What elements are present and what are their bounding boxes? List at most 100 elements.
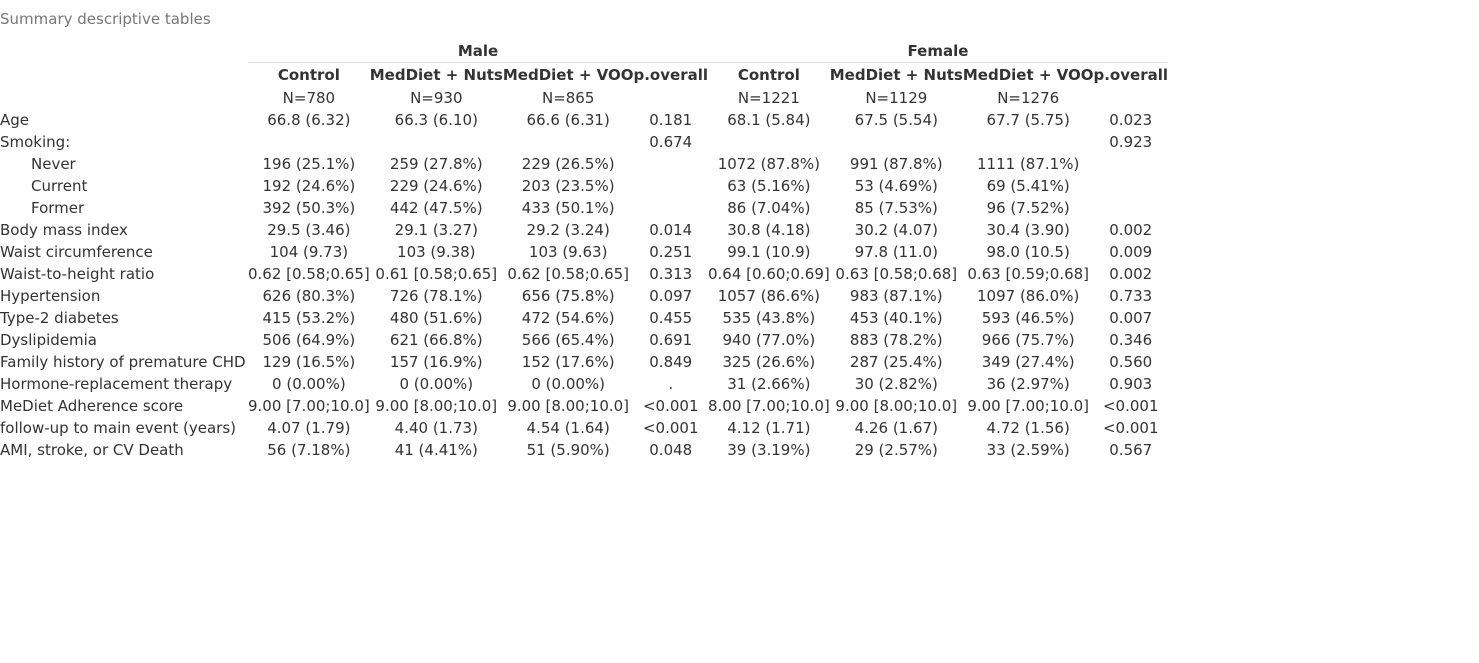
value-cell	[503, 131, 634, 153]
p-value-cell: 0.733	[1109, 287, 1153, 305]
value-cell: 453 (40.1%)	[849, 309, 943, 327]
value-cell: 99.1 (10.9)	[727, 243, 811, 261]
p-value-cell	[634, 197, 709, 219]
row-label: Current	[31, 177, 88, 195]
value-cell: 86 (7.04%)	[727, 199, 811, 217]
p-value-cell: <0.001	[642, 397, 699, 415]
value-cell: 4.40 (1.73)	[394, 419, 478, 437]
table-row: Family history of premature CHD 129 (16.5…	[0, 351, 1168, 373]
row-label: Never	[31, 155, 76, 173]
value-cell: 0.64 [0.60;0.69]	[708, 265, 830, 283]
value-cell: 56 (7.18%)	[267, 441, 351, 459]
value-cell	[370, 131, 503, 153]
p-value-cell: <0.001	[1102, 419, 1159, 437]
table-row: Waist circumference 104 (9.73) 103 (9.38) 1…	[0, 241, 1168, 263]
value-cell: 203 (23.5%)	[521, 177, 615, 195]
n-count-spacer	[0, 87, 248, 109]
value-cell: 0.62 [0.58;0.65]	[507, 265, 630, 283]
row-label: Smoking:	[0, 133, 71, 151]
value-cell: 4.12 (1.71)	[727, 419, 811, 437]
value-cell: 0.62 [0.58;0.65]	[248, 265, 370, 283]
value-cell: 98.0 (10.5)	[986, 243, 1070, 261]
value-cell: 4.26 (1.67)	[854, 419, 938, 437]
row-label: Family history of premature CHD	[0, 353, 246, 371]
value-cell: 0 (0.00%)	[272, 375, 346, 393]
row-label: Hormone-replacement therapy	[0, 375, 233, 393]
p-value-cell: 0.009	[1109, 243, 1153, 261]
value-cell: 0.63 [0.59;0.68]	[967, 265, 1090, 283]
p-value-cell	[1094, 197, 1169, 219]
value-cell: 152 (17.6%)	[521, 353, 615, 371]
col-header-male-nuts: MedDiet + Nuts	[369, 66, 503, 84]
value-cell: 63 (5.16%)	[727, 177, 811, 195]
value-cell: 1072 (87.8%)	[717, 155, 821, 173]
value-cell: 157 (16.9%)	[389, 353, 483, 371]
p-value-cell: 0.048	[649, 441, 693, 459]
p-value-cell: 0.251	[649, 243, 693, 261]
value-cell: 0 (0.00%)	[531, 375, 606, 393]
p-value-cell: <0.001	[1102, 397, 1159, 415]
p-value-cell: 0.007	[1109, 309, 1153, 327]
value-cell	[830, 131, 963, 153]
value-cell: 940 (77.0%)	[722, 331, 816, 349]
value-cell: 97.8 (11.0)	[854, 243, 938, 261]
table-row: Never 196 (25.1%) 259 (27.8%) 229 (26.5%) 10…	[0, 153, 1168, 175]
value-cell: 31 (2.66%)	[727, 375, 811, 393]
p-value-cell: 0.455	[649, 309, 693, 327]
n-count-female-control: N=1221	[737, 89, 800, 107]
p-value-cell: 0.002	[1109, 265, 1153, 283]
value-cell: 1057 (86.6%)	[717, 287, 821, 305]
value-cell: 966 (75.7%)	[981, 331, 1075, 349]
row-label: Dyslipidemia	[0, 331, 97, 349]
table-row: follow-up to main event (years) 4.07 (1.7…	[0, 417, 1168, 439]
value-cell: 472 (54.6%)	[521, 309, 615, 327]
table-row: MeDiet Adherence score 9.00 [7.00;10.0] 9.…	[0, 395, 1168, 417]
row-label: Hypertension	[0, 287, 101, 305]
value-cell: 66.6 (6.31)	[526, 111, 610, 129]
value-cell: 9.00 [8.00;10.0]	[375, 397, 498, 415]
n-count-male-nuts: N=930	[410, 89, 463, 107]
table-row: Age 66.8 (6.32) 66.3 (6.10) 66.6 (6.31) 0.18…	[0, 109, 1168, 131]
group-header-row: Male Female	[0, 40, 1168, 63]
row-label: follow-up to main event (years)	[0, 419, 236, 437]
p-value-cell: 0.014	[649, 221, 693, 239]
value-cell: 8.00 [7.00;10.0]	[708, 397, 830, 415]
p-value-cell: 0.903	[1109, 375, 1153, 393]
table-row: Dyslipidemia 506 (64.9%) 621 (66.8%) 566 (6…	[0, 329, 1168, 351]
value-cell: 103 (9.63)	[528, 243, 608, 261]
p-value-cell: 0.560	[1109, 353, 1153, 371]
value-cell: 1111 (87.1%)	[977, 155, 1080, 173]
table-row: Hypertension 626 (80.3%) 726 (78.1%) 656 (7…	[0, 285, 1168, 307]
col-header-female-voo: MedDiet + VOO	[962, 66, 1094, 84]
value-cell: 1097 (86.0%)	[977, 287, 1080, 305]
value-cell: 9.00 [7.00;10.0]	[248, 397, 370, 415]
value-cell: 69 (5.41%)	[986, 177, 1070, 195]
table-row: Former 392 (50.3%) 442 (47.5%) 433 (50.1%) 8…	[0, 197, 1168, 219]
column-header-row: Control MedDiet + Nuts MedDiet + VOO p.o…	[0, 63, 1168, 88]
table-row: AMI, stroke, or CV Death 56 (7.18%) 41 (4.…	[0, 439, 1168, 461]
n-count-row: N=780 N=930 N=865 N=1221 N=1129 N=1276	[0, 87, 1168, 109]
value-cell: 726 (78.1%)	[389, 287, 483, 305]
value-cell: 392 (50.3%)	[262, 199, 356, 217]
value-cell: 36 (2.97%)	[986, 375, 1070, 393]
p-value-cell: 0.313	[649, 265, 693, 283]
value-cell: 656 (75.8%)	[521, 287, 615, 305]
table-row: Current 192 (24.6%) 229 (24.6%) 203 (23.5%)…	[0, 175, 1168, 197]
value-cell: 287 (25.4%)	[849, 353, 943, 371]
table-row: Type-2 diabetes 415 (53.2%) 480 (51.6%) 472…	[0, 307, 1168, 329]
group-header-female: Female	[708, 40, 1168, 63]
p-value-cell: <0.001	[642, 419, 699, 437]
row-label: Waist-to-height ratio	[0, 265, 155, 283]
value-cell: 415 (53.2%)	[262, 309, 356, 327]
row-label: AMI, stroke, or CV Death	[0, 441, 184, 459]
row-label: Age	[0, 111, 30, 129]
value-cell: 0 (0.00%)	[399, 375, 474, 393]
n-count-male-voo: N=865	[541, 89, 595, 107]
value-cell: 9.00 [7.00;10.0]	[967, 397, 1090, 415]
row-label: Waist circumference	[0, 243, 153, 261]
value-cell: 593 (46.5%)	[981, 309, 1075, 327]
value-cell: 66.8 (6.32)	[267, 111, 351, 129]
value-cell: 104 (9.73)	[269, 243, 349, 261]
value-cell: 41 (4.41%)	[394, 441, 478, 459]
value-cell: 349 (27.4%)	[981, 353, 1075, 371]
